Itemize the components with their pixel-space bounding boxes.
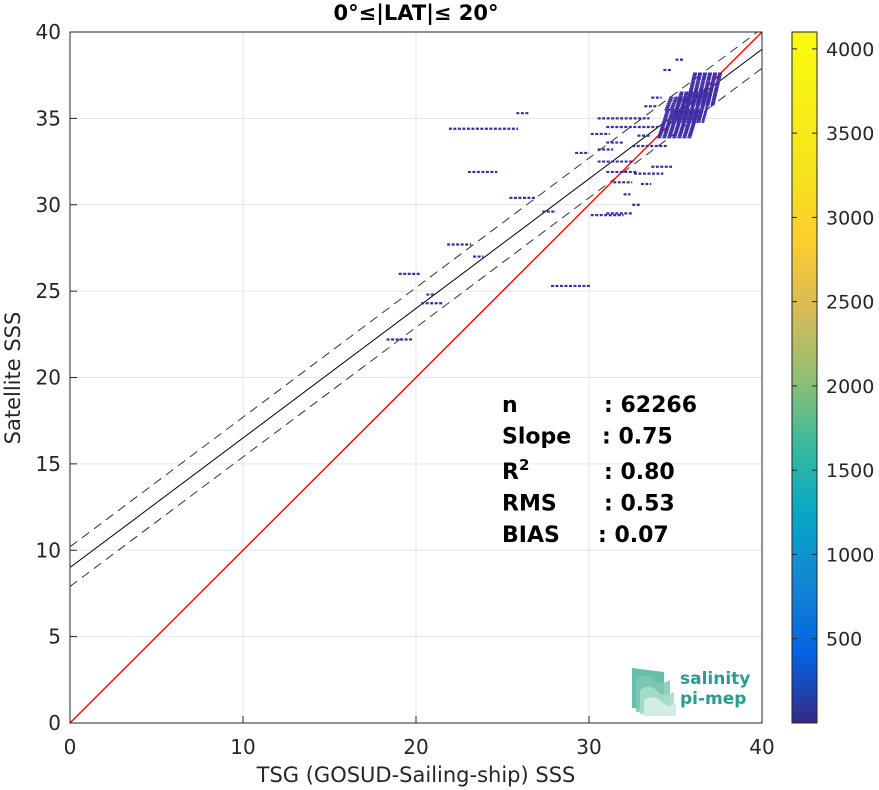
chart-title: 0°≤|LAT|≤ 20° bbox=[333, 1, 498, 26]
stat-label: BIAS bbox=[502, 523, 560, 548]
y-tick-label: 15 bbox=[36, 452, 61, 476]
colorbar-ticks: 500 1000 1500 2000 2500 3000 3500 4000 bbox=[792, 39, 874, 651]
logo-text-salinity: salinity bbox=[680, 669, 750, 689]
density-points bbox=[386, 58, 723, 341]
colorbar-tick-label: 4000 bbox=[826, 39, 874, 61]
colorbar bbox=[791, 31, 818, 724]
y-axis-ticks: 0 5 10 15 20 25 30 35 40 bbox=[36, 20, 77, 735]
colorbar-gradient bbox=[791, 31, 818, 724]
stat-label: Slope bbox=[502, 425, 571, 450]
x-axis-ticks: 0 10 20 30 40 bbox=[64, 716, 775, 759]
stat-label: RMS bbox=[502, 492, 557, 517]
x-tick-label: 10 bbox=[230, 735, 255, 759]
colorbar-tick-label: 1500 bbox=[826, 460, 874, 482]
y-tick-label: 20 bbox=[36, 366, 61, 390]
x-tick-label: 20 bbox=[403, 735, 428, 759]
colorbar-tick-label: 1000 bbox=[826, 544, 874, 566]
stat-value: : 0.53 bbox=[604, 492, 675, 517]
salinity-pi-mep-logo: salinity pi-mep bbox=[632, 668, 750, 716]
y-axis-label: Satellite SSS bbox=[1, 312, 25, 445]
logo-waves-icon bbox=[632, 668, 676, 716]
y-tick-label: 10 bbox=[36, 538, 61, 562]
y-tick-label: 30 bbox=[36, 193, 61, 217]
stat-value: : 0.80 bbox=[604, 460, 675, 485]
fit-upper-dashed-line bbox=[70, 32, 759, 548]
x-axis-label: TSG (GOSUD-Sailing-ship) SSS bbox=[256, 763, 576, 787]
stats-box: n : 62266 Slope : 0.75 R2 : 0.80 RMS : 0.53 BIAS… bbox=[502, 393, 697, 548]
fit-lower-dashed-line bbox=[70, 67, 762, 587]
stat-label: n bbox=[502, 393, 518, 418]
x-tick-label: 40 bbox=[749, 735, 774, 759]
logo-text-pi-mep: pi-mep bbox=[680, 689, 746, 709]
y-tick-label: 0 bbox=[48, 711, 61, 735]
x-tick-label: 30 bbox=[576, 735, 601, 759]
colorbar-tick-label: 2000 bbox=[826, 376, 874, 398]
stat-value: : 0.75 bbox=[602, 425, 673, 450]
colorbar-tick-label: 3000 bbox=[826, 207, 874, 229]
identity-line bbox=[70, 32, 762, 723]
y-tick-label: 35 bbox=[36, 106, 61, 130]
x-tick-label: 0 bbox=[64, 735, 77, 759]
colorbar-tick-label: 500 bbox=[826, 629, 862, 651]
stat-value: : 62266 bbox=[604, 393, 697, 418]
y-tick-label: 5 bbox=[48, 625, 61, 649]
colorbar-tick-label: 2500 bbox=[826, 292, 874, 314]
y-tick-label: 40 bbox=[36, 20, 61, 44]
stat-label: R2 bbox=[502, 456, 529, 485]
y-tick-label: 25 bbox=[36, 279, 61, 303]
colorbar-tick-label: 3500 bbox=[826, 123, 874, 145]
stat-value: : 0.07 bbox=[598, 523, 669, 548]
